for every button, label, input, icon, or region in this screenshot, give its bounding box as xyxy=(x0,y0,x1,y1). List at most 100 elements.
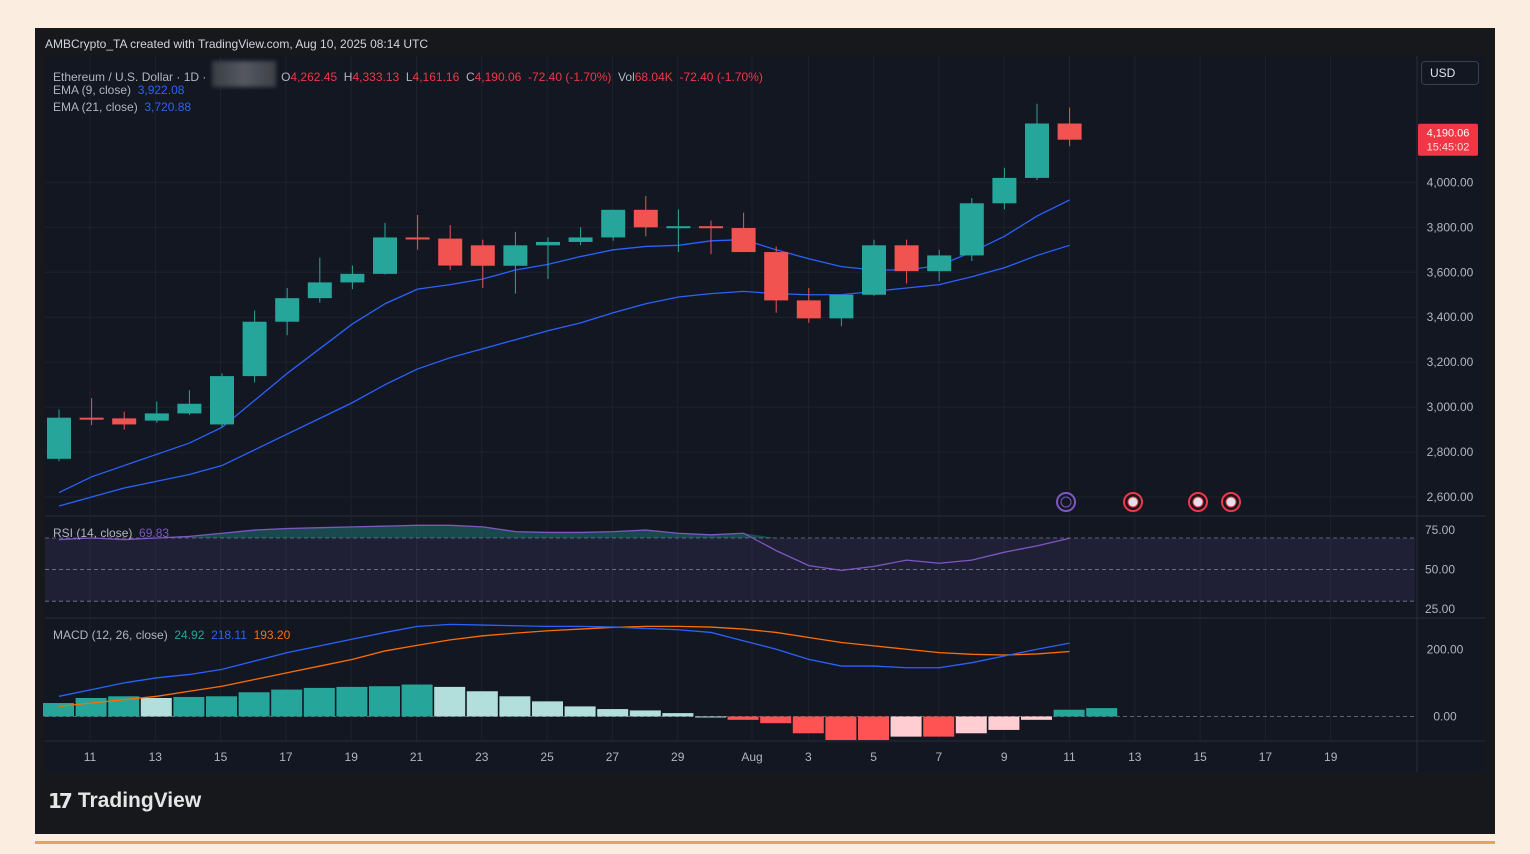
candle-body xyxy=(177,403,202,414)
macd-tick-label: 200.00 xyxy=(1427,642,1464,656)
macd-histogram-bar xyxy=(825,716,857,740)
candle-body xyxy=(210,376,234,425)
symbol-legend: Ethereum / U.S. Dollar · 1D · O4,262.45 … xyxy=(53,61,763,91)
x-tick-label: 11 xyxy=(84,750,97,764)
candle-body xyxy=(862,245,886,295)
macd-histogram-bar xyxy=(43,703,74,717)
candle-body xyxy=(373,237,397,274)
candle-body xyxy=(503,245,528,266)
x-tick-label: 25 xyxy=(540,750,554,764)
ema21-value: 3,720.88 xyxy=(144,100,192,114)
price-tag-countdown: 15:45:02 xyxy=(1427,142,1470,154)
tradingview-logo: 17 TradingView xyxy=(48,789,201,813)
candle-body xyxy=(79,417,104,420)
vol-prefix: Vol xyxy=(618,70,635,85)
candle-body xyxy=(633,209,658,228)
x-tick-label: 19 xyxy=(1324,750,1338,764)
macd-legend: MACD (12, 26, close) 24.92 218.11 193.20 xyxy=(53,628,290,642)
price-tag-box xyxy=(1418,123,1478,156)
macd-histogram-bar xyxy=(695,716,726,718)
price-tick-label: 3,000.00 xyxy=(1427,400,1474,414)
macd-histogram-bar xyxy=(792,716,824,734)
candle-body xyxy=(666,226,691,229)
ema9-value: 3,922.08 xyxy=(137,83,185,97)
candle-body xyxy=(731,228,756,253)
high-prefix: H xyxy=(343,70,353,85)
change-value: -72.40 (-1.70%) xyxy=(528,70,612,85)
macd-histogram-bar xyxy=(629,710,661,717)
attribution-text: AMBCrypto_TA created with TradingView.co… xyxy=(45,37,429,51)
x-tick-label: Aug xyxy=(741,750,762,764)
macd-histogram-bar xyxy=(760,716,792,724)
x-tick-label: 13 xyxy=(1128,750,1142,764)
tradingview-logo-text: TradingView xyxy=(77,789,202,812)
x-tick-label: 13 xyxy=(149,750,163,764)
candle-body xyxy=(536,241,560,246)
macd-histogram-bar xyxy=(336,686,368,717)
x-tick-label: 27 xyxy=(606,750,620,764)
event-flag-icon-inner xyxy=(1192,496,1204,508)
macd-histogram-bar xyxy=(1086,708,1118,717)
candle-body xyxy=(601,209,626,238)
macd-histogram-bar xyxy=(271,689,303,717)
macd-histogram-bar xyxy=(923,716,955,737)
macd-histogram-bar xyxy=(858,716,889,740)
candle-body xyxy=(438,238,463,266)
symbol-title: Ethereum / U.S. Dollar · 1D · xyxy=(53,70,207,85)
candle-body xyxy=(242,321,267,377)
candle-body xyxy=(275,298,300,322)
macd-histogram-bar xyxy=(1021,716,1052,720)
candle-body xyxy=(992,177,1017,204)
candle-body xyxy=(699,226,723,229)
price-tick-label: 3,200.00 xyxy=(1427,355,1474,369)
price-tick-label: 3,400.00 xyxy=(1427,310,1474,324)
rsi-tick-label: 75.00 xyxy=(1425,523,1455,537)
macd-histogram-bar xyxy=(466,691,498,717)
ema21-line xyxy=(58,244,1070,507)
candle-body xyxy=(796,300,821,319)
candle-body xyxy=(112,418,137,425)
event-lightning-icon-inner xyxy=(1060,496,1072,508)
macd-signal-value: 193.20 xyxy=(253,628,291,642)
x-tick-label: 29 xyxy=(671,750,685,764)
candle-body xyxy=(829,294,854,319)
macd-label: MACD (12, 26, close) xyxy=(53,628,168,642)
currency-button[interactable]: USD xyxy=(1421,61,1479,85)
rsi-tick-label: 25.00 xyxy=(1425,602,1455,616)
candle-body xyxy=(144,413,169,421)
vol-change-value: -72.40 (-1.70%) xyxy=(679,70,763,85)
event-flag-icon-inner xyxy=(1225,496,1237,508)
macd-histogram-bar xyxy=(532,701,563,717)
macd-line xyxy=(58,623,1070,697)
close-prefix: C xyxy=(465,70,475,85)
candle-body xyxy=(405,237,430,240)
candle-body xyxy=(307,282,332,299)
close-value: 4,190.06 xyxy=(474,70,522,85)
event-lightning-icon xyxy=(1056,492,1076,512)
macd-histogram-bar xyxy=(401,684,433,717)
price-tick-label: 3,600.00 xyxy=(1427,265,1474,279)
candle-body xyxy=(47,417,71,459)
x-tick-label: 17 xyxy=(279,750,293,764)
price-tick-label: 4,000.00 xyxy=(1427,175,1474,189)
candle-body xyxy=(764,252,789,301)
macd-histogram-bar xyxy=(369,686,400,717)
macd-histogram-bar xyxy=(173,696,205,717)
macd-histogram-bar xyxy=(434,686,466,717)
macd-histogram-bar xyxy=(988,716,1020,730)
ema21-legend: EMA (21, close) 3,720.88 xyxy=(53,100,191,114)
macd-histogram-bar xyxy=(1053,709,1085,717)
candle-body xyxy=(1057,123,1082,140)
x-tick-label: 3 xyxy=(805,750,812,764)
ema9-label: EMA (9, close) xyxy=(53,83,132,97)
x-tick-label: 7 xyxy=(936,750,943,764)
x-tick-label: 23 xyxy=(475,750,489,764)
bottom-accent-line xyxy=(35,841,1495,844)
macd-signal-line xyxy=(58,625,1070,708)
x-tick-label: 15 xyxy=(1193,750,1207,764)
rsi-legend: RSI (14, close) 69.83 xyxy=(53,526,169,540)
x-tick-label: 19 xyxy=(345,750,359,764)
rsi-label: RSI (14, close) xyxy=(53,526,133,540)
x-tick-label: 9 xyxy=(1001,750,1008,764)
